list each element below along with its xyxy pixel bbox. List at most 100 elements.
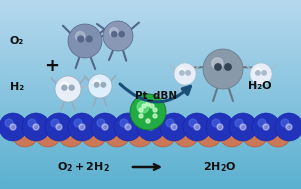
Circle shape <box>225 64 231 70</box>
Bar <box>0 188 301 189</box>
Bar <box>0 55 301 56</box>
Bar <box>0 89 301 90</box>
Bar <box>0 103 301 104</box>
Bar <box>0 155 301 156</box>
Bar <box>0 111 301 112</box>
Bar <box>0 45 301 46</box>
Bar <box>0 58 301 59</box>
Bar <box>0 156 301 157</box>
Bar <box>0 66 301 67</box>
Circle shape <box>5 119 13 127</box>
Bar <box>0 115 301 116</box>
Bar <box>0 77 301 78</box>
Circle shape <box>194 124 200 130</box>
Bar <box>0 162 301 163</box>
Bar <box>0 56 301 57</box>
Bar <box>0 65 301 66</box>
Circle shape <box>28 119 36 127</box>
Bar <box>0 107 301 108</box>
Circle shape <box>56 124 62 130</box>
Bar <box>0 14 301 15</box>
Bar <box>0 173 301 174</box>
Bar <box>0 54 301 55</box>
Bar <box>0 2 301 3</box>
Circle shape <box>252 113 280 141</box>
Bar <box>0 137 301 138</box>
Bar <box>0 41 301 42</box>
Circle shape <box>183 113 211 141</box>
Circle shape <box>196 121 222 147</box>
Bar <box>0 22 301 23</box>
Bar <box>0 91 301 92</box>
Bar <box>0 165 301 166</box>
Bar <box>0 127 301 128</box>
Circle shape <box>229 113 257 141</box>
Bar <box>0 0 301 1</box>
Bar <box>0 154 301 155</box>
Circle shape <box>179 68 185 74</box>
Bar <box>0 46 301 47</box>
Bar <box>0 70 301 71</box>
Circle shape <box>0 113 27 141</box>
Bar <box>0 184 301 185</box>
Circle shape <box>78 36 84 42</box>
Bar <box>0 125 301 126</box>
Circle shape <box>224 126 232 134</box>
Bar <box>0 40 301 41</box>
Bar <box>0 83 301 84</box>
Circle shape <box>174 63 196 85</box>
Circle shape <box>275 113 301 141</box>
Bar <box>0 117 301 118</box>
Bar <box>0 182 301 183</box>
Bar <box>0 84 301 85</box>
Bar <box>0 114 301 115</box>
Circle shape <box>33 124 39 130</box>
Circle shape <box>68 24 102 58</box>
Bar <box>0 164 301 165</box>
Bar <box>0 76 301 77</box>
Bar <box>0 160 301 161</box>
Bar <box>0 181 301 182</box>
Bar <box>0 102 301 103</box>
Bar <box>0 48 301 49</box>
Circle shape <box>262 71 266 75</box>
Bar <box>0 161 301 162</box>
Bar <box>0 109 301 110</box>
Circle shape <box>110 28 118 36</box>
Circle shape <box>132 126 140 134</box>
Bar <box>0 175 301 176</box>
Circle shape <box>68 113 96 141</box>
Bar <box>0 35 301 36</box>
Circle shape <box>143 119 151 127</box>
Bar <box>0 68 301 69</box>
Circle shape <box>86 126 94 134</box>
Circle shape <box>62 85 67 90</box>
Bar <box>0 185 301 186</box>
Circle shape <box>212 119 220 127</box>
Bar <box>0 144 301 145</box>
Circle shape <box>88 74 112 98</box>
Bar <box>0 60 301 61</box>
Bar <box>0 24 301 25</box>
Text: $\mathbf{O_2 + 2H_2}$: $\mathbf{O_2 + 2H_2}$ <box>57 160 110 174</box>
Bar <box>0 15 301 16</box>
Bar <box>0 146 301 147</box>
Bar <box>0 59 301 60</box>
Circle shape <box>137 101 149 113</box>
Bar <box>0 61 301 62</box>
Circle shape <box>139 108 143 112</box>
Bar <box>0 136 301 137</box>
Circle shape <box>91 113 119 141</box>
Bar <box>0 142 301 143</box>
Bar <box>0 168 301 169</box>
Bar <box>0 126 301 127</box>
Circle shape <box>142 104 146 108</box>
Bar <box>0 4 301 5</box>
Circle shape <box>240 124 246 130</box>
Bar <box>0 140 301 141</box>
Bar <box>0 64 301 65</box>
Circle shape <box>153 114 157 118</box>
Bar <box>0 26 301 27</box>
Circle shape <box>150 121 176 147</box>
Circle shape <box>114 113 142 141</box>
